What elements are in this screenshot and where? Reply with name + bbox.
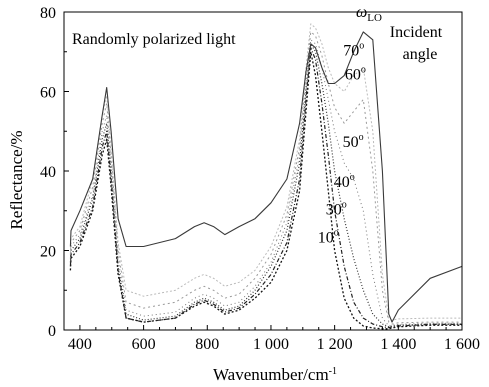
degree-superscript: o [359, 41, 364, 52]
y-axis-label: Reflectance/% [7, 130, 26, 229]
x-tick-label: 800 [195, 336, 219, 353]
x-tick-label: 600 [132, 336, 156, 353]
x-axis-label-unit-superscript: -1 [329, 366, 337, 377]
incident-angle-label: 70o [343, 41, 364, 60]
omega-lo-subscript: LO [367, 12, 382, 24]
y-tick-label: 60 [40, 85, 56, 102]
polarization-note: Randomly polarized light [72, 31, 236, 48]
degree-superscript: o [359, 132, 364, 143]
y-tick-label: 0 [48, 323, 56, 340]
incident-angle-title: Incident [390, 24, 443, 41]
x-tick-label: 1 000 [253, 336, 289, 353]
incident-angle-label: 60o [345, 65, 366, 84]
series-line-7 [69, 31, 463, 323]
x-tick-label: 1 200 [317, 336, 353, 353]
axis-ticks-group: 400 600 800 1 000 1 200 1 400 1 600 0 20 40 60 80 [40, 5, 480, 353]
degree-superscript: o [350, 172, 355, 183]
series-line-1 [69, 51, 462, 330]
incident-angle-label: 30o [326, 200, 347, 219]
series-line-2 [69, 47, 462, 329]
y-tick-label: 80 [40, 5, 56, 22]
series-line-3 [69, 43, 462, 328]
x-axis-label: Wavenumber/cm-1 [213, 365, 337, 384]
incident-angle-label: 40o [334, 172, 355, 191]
degree-superscript: o [342, 200, 347, 211]
series-line-5 [69, 31, 462, 325]
omega-lo-label: ωLO [356, 4, 382, 24]
degree-superscript: o [334, 228, 339, 239]
x-tick-label: 1 400 [380, 336, 416, 353]
x-axis-label-text: Wavenumber/cm [213, 365, 329, 384]
x-tick-label: 400 [68, 336, 92, 353]
chart-series-group [69, 23, 463, 330]
y-tick-label: 40 [40, 164, 56, 181]
series-line-6 [69, 23, 462, 321]
series-line-4 [69, 39, 462, 327]
incident-angle-label: 50o [343, 132, 364, 151]
x-tick-label: 1 600 [444, 336, 480, 353]
y-tick-label: 20 [40, 244, 56, 261]
incident-angle-label: 10o [318, 228, 339, 247]
incident-angle-title-line2: angle [403, 46, 438, 63]
annotations-group: Randomly polarized light ωLO Incident angle… [72, 4, 443, 247]
degree-superscript: o [361, 65, 366, 76]
